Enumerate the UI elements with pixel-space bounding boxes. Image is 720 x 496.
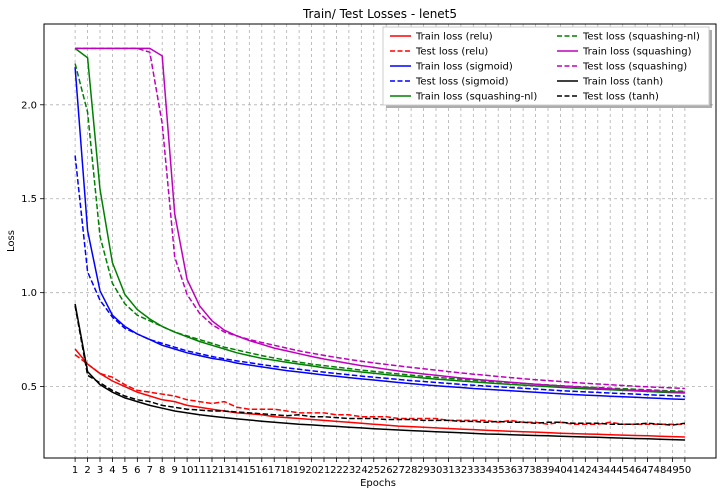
y-axis: 0.5 1.0 1.5 2.0 <box>21 100 44 393</box>
x-tick-label: 48 <box>654 465 667 476</box>
legend: Train loss (relu) Test loss (relu) Train l… <box>382 26 712 108</box>
x-tick-label: 18 <box>280 465 293 476</box>
series-line-train-loss-squashing-nl <box>74 47 685 394</box>
x-tick-label: 43 <box>591 465 604 476</box>
series-line-train-loss-tanh <box>74 303 685 441</box>
x-tick-label: 29 <box>417 465 430 476</box>
series-line-test-loss-sigmoid <box>74 155 685 397</box>
series-line-test-loss-squashing <box>75 47 685 390</box>
x-axis-label: Epochs <box>360 478 396 489</box>
legend-label: Train loss (sigmoid) <box>415 62 513 73</box>
series-line-train-loss-relu <box>74 348 685 438</box>
x-tick-label: 37 <box>517 465 530 476</box>
x-tick-label: 5 <box>122 465 128 476</box>
x-tick-label: 49 <box>666 465 679 476</box>
x-tick-label: 36 <box>504 465 517 476</box>
x-tick-label: 15 <box>243 465 256 476</box>
x-tick-label: 31 <box>442 465 455 476</box>
x-tick-label: 4 <box>109 465 115 476</box>
x-tick-label: 35 <box>492 465 505 476</box>
x-tick-label: 50 <box>679 465 692 476</box>
x-tick-label: 23 <box>343 465 356 476</box>
legend-label: Test loss (relu) <box>415 47 488 58</box>
x-tick-label: 45 <box>616 465 629 476</box>
x-tick-label: 24 <box>355 465 368 476</box>
y-tick-label: 1.0 <box>21 288 37 299</box>
x-tick-label: 16 <box>255 465 268 476</box>
legend-label: Test loss (sigmoid) <box>415 77 509 88</box>
x-tick-label: 26 <box>380 465 393 476</box>
x-tick-label: 44 <box>604 465 617 476</box>
x-tick-label: 41 <box>567 465 580 476</box>
y-tick-label: 0.5 <box>21 382 37 393</box>
x-tick-label: 38 <box>529 465 542 476</box>
series-line-train-loss-sigmoid <box>74 67 685 401</box>
x-tick-label: 30 <box>430 465 443 476</box>
x-tick-label: 39 <box>542 465 555 476</box>
legend-label: Test loss (squashing-nl) <box>582 32 700 43</box>
x-tick-label: 27 <box>392 465 405 476</box>
legend-label: Train loss (tanh) <box>582 77 663 88</box>
x-tick-label: 2 <box>84 465 90 476</box>
x-tick-label: 47 <box>641 465 654 476</box>
series-lines <box>74 47 686 441</box>
x-tick-label: 6 <box>134 465 140 476</box>
x-tick-label: 10 <box>181 465 194 476</box>
x-tick-label: 14 <box>231 465 244 476</box>
chart-title: Train/ Test Losses - lenet5 <box>302 7 457 21</box>
x-tick-label: 34 <box>479 465 492 476</box>
legend-label: Test loss (tanh) <box>582 92 659 103</box>
x-axis: 1 2 3 4 5 6 7 8 9 10 11 12 13 14 15 16 17 18 19 20 21 22 23 24 2… <box>72 458 691 476</box>
legend-label: Train loss (squashing) <box>582 47 692 58</box>
x-tick-label: 7 <box>147 465 153 476</box>
grid <box>44 24 716 458</box>
y-tick-label: 2.0 <box>21 100 37 111</box>
x-tick-label: 21 <box>318 465 331 476</box>
x-tick-label: 8 <box>159 465 165 476</box>
legend-label: Train loss (squashing-nl) <box>415 92 537 103</box>
x-tick-label: 28 <box>405 465 418 476</box>
plot-frame <box>43 23 717 459</box>
legend-label: Train loss (relu) <box>415 32 493 43</box>
x-tick-label: 42 <box>579 465 592 476</box>
x-tick-label: 11 <box>193 465 206 476</box>
x-tick-label: 19 <box>293 465 306 476</box>
x-tick-label: 17 <box>268 465 281 476</box>
x-tick-label: 13 <box>218 465 231 476</box>
x-tick-label: 20 <box>305 465 318 476</box>
series-line-test-loss-tanh <box>74 305 686 426</box>
x-tick-label: 3 <box>97 465 103 476</box>
x-tick-label: 33 <box>467 465 480 476</box>
y-axis-label: Loss <box>6 230 17 252</box>
x-tick-label: 12 <box>206 465 219 476</box>
legend-label: Test loss (squashing) <box>582 62 687 73</box>
x-tick-label: 22 <box>330 465 343 476</box>
x-tick-label: 9 <box>171 465 177 476</box>
x-tick-label: 1 <box>72 465 78 476</box>
x-tick-label: 25 <box>367 465 380 476</box>
x-tick-label: 40 <box>554 465 567 476</box>
series-line-test-loss-relu <box>74 354 685 425</box>
x-tick-label: 46 <box>629 465 642 476</box>
x-tick-label: 32 <box>455 465 468 476</box>
legend-box <box>382 26 710 106</box>
series-line-train-loss-squashing <box>75 47 685 393</box>
y-tick-label: 1.5 <box>21 194 37 205</box>
